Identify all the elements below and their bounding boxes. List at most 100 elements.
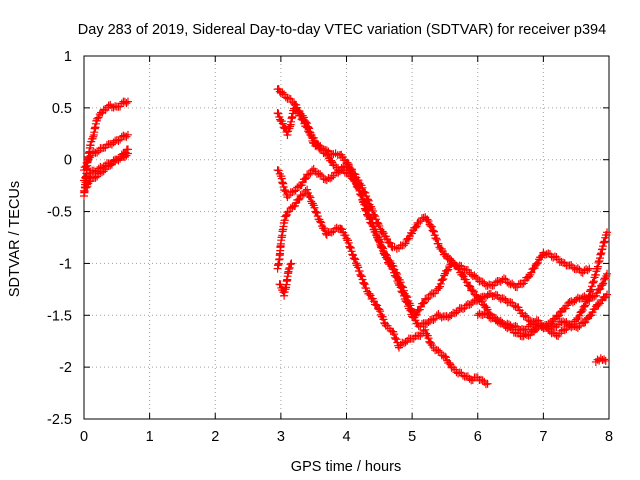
data-point <box>286 204 295 213</box>
data-point <box>89 147 98 156</box>
data-point <box>99 163 108 172</box>
data-point <box>563 319 572 328</box>
data-point <box>82 173 91 182</box>
y-tick-label: -1 <box>59 256 72 272</box>
data-point <box>322 150 331 159</box>
data-point <box>437 276 446 285</box>
data-point <box>86 141 95 150</box>
data-point <box>317 218 326 227</box>
data-point <box>478 277 487 286</box>
data-point <box>396 283 405 292</box>
data-point <box>274 166 283 175</box>
data-point <box>572 323 581 332</box>
data-point <box>559 317 568 326</box>
data-point <box>286 260 295 269</box>
x-tick-label: 6 <box>474 429 482 445</box>
data-point <box>354 263 363 272</box>
x-tick-label: 2 <box>211 429 219 445</box>
data-point <box>335 167 344 176</box>
plot-area <box>80 84 612 389</box>
data-point <box>557 257 566 266</box>
data-point <box>88 134 97 143</box>
data-point <box>290 187 298 196</box>
data-point <box>467 300 476 309</box>
data-point <box>560 326 569 335</box>
data-point <box>581 301 590 310</box>
data-point <box>280 186 289 195</box>
data-point <box>379 315 388 324</box>
data-point <box>469 287 478 296</box>
data-point <box>544 249 553 258</box>
data-point <box>386 239 395 248</box>
data-point <box>382 255 391 264</box>
data-point <box>601 356 610 365</box>
data-point <box>292 106 301 115</box>
data-point <box>316 144 325 153</box>
data-point <box>486 314 495 323</box>
data-point <box>368 221 377 230</box>
data-point <box>496 316 505 325</box>
data-point <box>104 101 113 110</box>
y-axis-ticks: 1 0.5 0 -0.5 -1 -1.5 -2 -2.5 <box>47 49 609 428</box>
data-point <box>573 264 582 273</box>
data-point <box>411 223 420 232</box>
data-point <box>472 273 481 282</box>
data-point <box>585 287 594 296</box>
data-point <box>362 284 371 293</box>
data-point <box>320 226 329 235</box>
data-point <box>327 156 336 165</box>
data-point <box>316 170 325 179</box>
data-point <box>465 268 474 277</box>
data-point <box>89 132 98 141</box>
data-point <box>424 334 433 343</box>
data-point <box>81 163 90 172</box>
data-point <box>480 309 489 318</box>
data-point <box>389 265 398 274</box>
data-point <box>439 274 448 283</box>
data-point <box>303 123 312 132</box>
data-point <box>114 136 123 145</box>
data-point <box>443 266 452 275</box>
data-point <box>481 309 490 318</box>
data-point <box>577 307 586 316</box>
data-point <box>294 195 303 204</box>
data-point <box>278 119 287 128</box>
data-point <box>327 173 336 182</box>
data-point <box>500 294 508 303</box>
data-point <box>285 124 294 133</box>
data-point <box>367 220 376 229</box>
data-point <box>365 289 374 298</box>
data-point <box>276 115 285 124</box>
data-point <box>377 242 386 251</box>
data-point <box>467 270 476 279</box>
data-point <box>300 175 309 184</box>
x-axis-ticks: 0 1 2 3 4 5 6 7 8 <box>80 56 613 445</box>
data-point <box>284 265 293 274</box>
data-point <box>572 295 581 304</box>
data-point <box>585 264 594 273</box>
x-tick-label: 3 <box>277 429 285 445</box>
data-point <box>299 116 308 125</box>
data-point <box>123 149 132 158</box>
data-point <box>458 371 467 380</box>
data-point <box>355 267 364 276</box>
data-point <box>122 132 131 141</box>
y-tick-label: 1 <box>64 49 72 65</box>
data-point <box>352 182 361 191</box>
data-point <box>598 280 607 289</box>
data-point <box>429 227 438 236</box>
data-point <box>94 164 103 173</box>
data-point <box>356 190 365 199</box>
data-point <box>312 139 321 148</box>
data-point <box>562 318 571 327</box>
data-point <box>421 319 430 328</box>
series-track-8 <box>273 164 612 333</box>
data-point <box>310 203 319 212</box>
data-point <box>373 233 382 242</box>
data-point <box>391 271 400 280</box>
data-point <box>281 93 290 102</box>
data-point <box>287 259 296 268</box>
series-track-7 <box>273 185 492 389</box>
data-point <box>527 268 536 277</box>
data-point <box>397 287 406 296</box>
